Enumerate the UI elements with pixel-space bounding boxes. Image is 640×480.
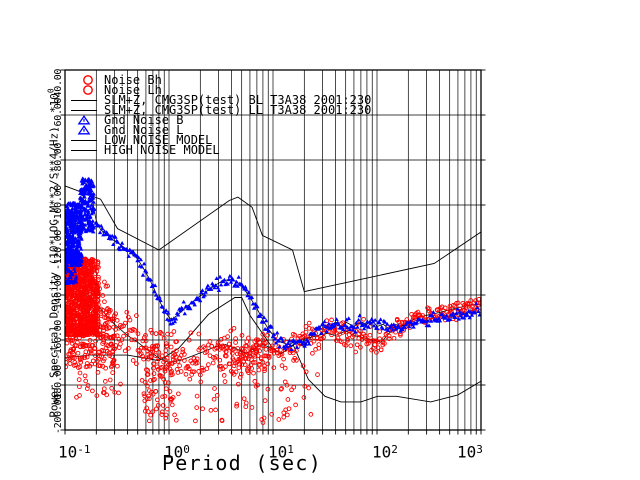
legend-item: LOW NOISE MODEL <box>68 133 213 147</box>
legend-label: Gnd Noise L <box>104 123 184 137</box>
x-tick-label: 10-1 <box>58 442 91 462</box>
legend-item: Noise Bh <box>68 73 162 87</box>
x-tick-label: 101 <box>268 442 294 462</box>
red-circle-icon <box>68 85 104 95</box>
black-line-icon <box>68 135 104 145</box>
black-line-icon <box>68 105 104 115</box>
legend-item: SLM+Z, CMG3SP(test) BL T3A38 2001:230 <box>68 93 372 107</box>
red-circle-icon <box>68 75 104 85</box>
black-line-icon <box>68 95 104 105</box>
legend-item: Noise Lh <box>68 83 162 97</box>
series-scatter-4 <box>65 253 481 425</box>
legend-label: HIGH NOISE MODEL <box>104 143 220 157</box>
legend-label: Noise Bh <box>104 73 162 87</box>
series-scatter-5 <box>65 176 481 351</box>
x-tick-label: 102 <box>372 442 398 462</box>
legend-label: Noise Lh <box>104 83 162 97</box>
axis-ticks <box>60 69 486 435</box>
legend-item: Gnd Noise B <box>68 113 184 127</box>
y-axis-multiplier: *100 <box>46 88 61 114</box>
legend-label: SLM+Z, CMG3SP(test) LL T3A38 2001:230 <box>104 103 372 117</box>
blue-triangle-icon <box>68 125 104 135</box>
legend-item: SLM+Z, CMG3SP(test) LL T3A38 2001:230 <box>68 103 372 117</box>
legend-label: Gnd Noise B <box>104 113 184 127</box>
x-axis-title: Period (sec) <box>161 451 323 475</box>
y-axis-title: Power Spectral Density (10*LOG M**2/S**4… <box>43 73 61 433</box>
x-tick-label: 103 <box>457 442 483 462</box>
plot-frame <box>64 69 482 431</box>
legend-label: SLM+Z, CMG3SP(test) BL T3A38 2001:230 <box>104 93 372 107</box>
legend-label: LOW NOISE MODEL <box>104 133 213 147</box>
legend-item: Gnd Noise L <box>68 123 184 137</box>
legend-item: HIGH NOISE MODEL <box>68 143 220 157</box>
black-line-icon <box>68 145 104 155</box>
series-line-1 <box>65 185 481 293</box>
x-tick-label: 100 <box>164 442 190 462</box>
y-axis-title-text: Power Spectral Density (10*LOG M**2/S**4… <box>47 126 61 418</box>
blue-triangle-icon <box>68 115 104 125</box>
